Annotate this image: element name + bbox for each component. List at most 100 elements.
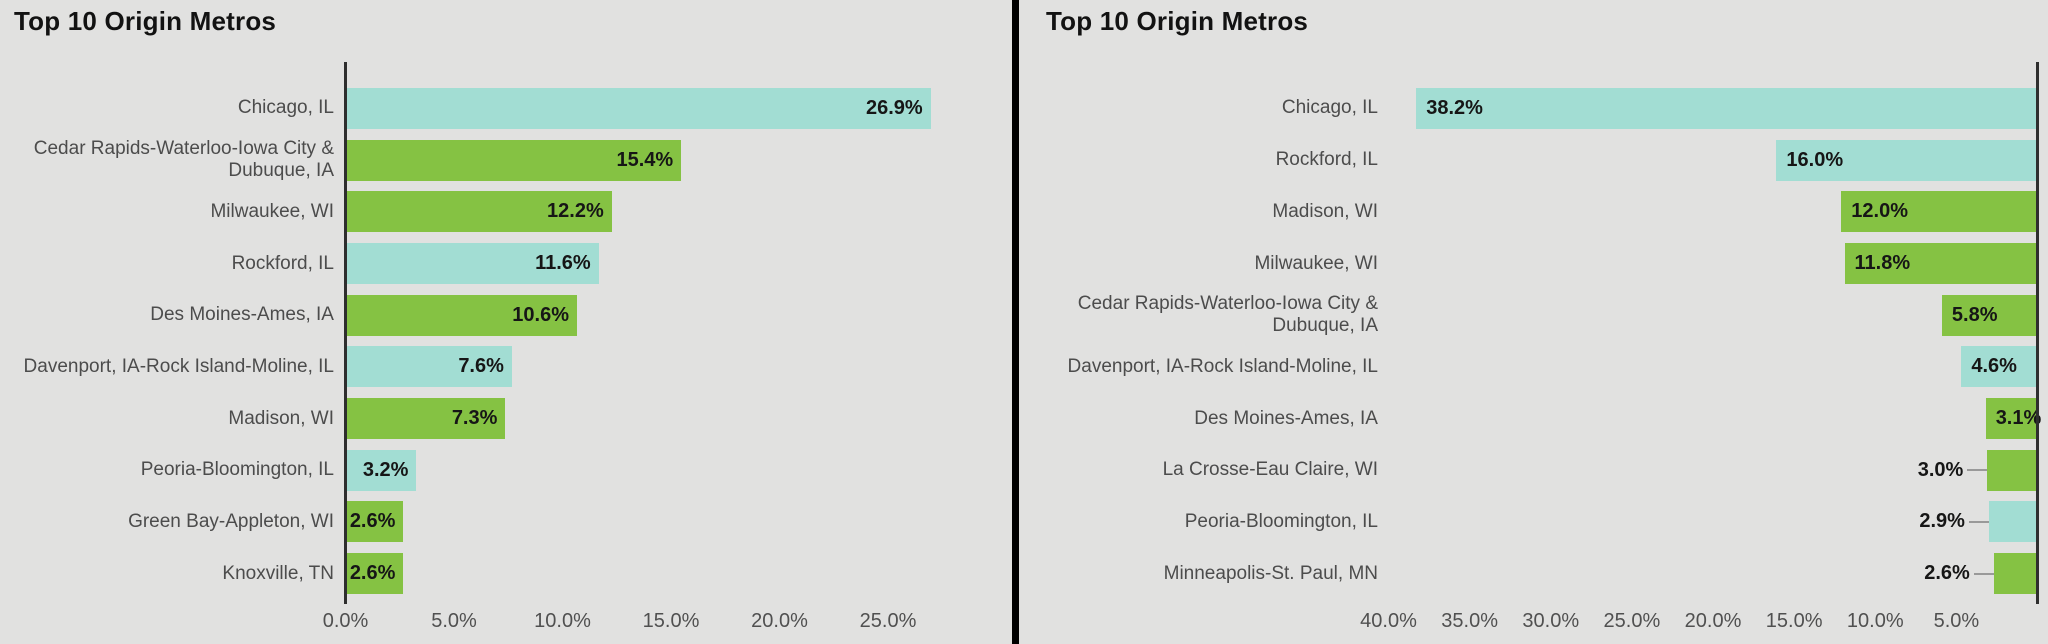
bar-row: Milwaukee, WI 12.2% [0, 186, 1012, 238]
value-label: 3.2% [362, 458, 409, 481]
bar-green[interactable]: 12.0% [1841, 191, 2036, 233]
category-label: Milwaukee, WI [1254, 252, 1378, 274]
bar-teal[interactable]: 38.2% [1416, 87, 2036, 129]
value-label: 12.0% [1851, 200, 1909, 223]
bar-row: Davenport, IA-Rock Island-Moline, IL 7.6% [0, 341, 1012, 393]
bar-row: Davenport, IA-Rock Island-Moline, IL 4.6% [1019, 341, 2048, 393]
bar-row: La Crosse-Eau Claire, WI 3.0% [1019, 444, 2048, 496]
bar-row: Cedar Rapids-Waterloo-Iowa City & Dubuqu… [1019, 289, 2048, 341]
x-axis-tick-label: 20.0% [751, 610, 808, 632]
x-axis-tick-label: 25.0% [1603, 610, 1661, 632]
category-label: Milwaukee, WI [210, 200, 334, 222]
category-label: Chicago, IL [1281, 97, 1378, 119]
category-label: Madison, WI [228, 407, 334, 429]
category-label: Davenport, IA-Rock Island-Moline, IL [1067, 355, 1378, 377]
x-axis-tick-label: 35.0% [1441, 610, 1498, 632]
bar-teal[interactable]: 3.2% [347, 449, 417, 491]
value-label: 11.6% [535, 251, 591, 274]
category-label: Cedar Rapids-Waterloo-Iowa City & Dubuqu… [33, 138, 334, 182]
value-label: 2.6% [1924, 562, 1970, 585]
value-label: 26.9% [866, 96, 923, 119]
bar-green[interactable]: 10.6% [347, 294, 578, 336]
x-axis-tick-label: 30.0% [1522, 610, 1580, 632]
bar-row: Peoria-Bloomington, IL 3.2% [0, 444, 1012, 496]
category-label: Minneapolis-St. Paul, MN [1163, 562, 1378, 584]
bar-row: Minneapolis-St. Paul, MN 2.6% [1019, 548, 2048, 600]
bar-row: Knoxville, TN 2.6% [0, 548, 1012, 600]
bar-row: Green Bay-Appleton, WI 2.6% [0, 496, 1012, 548]
value-label: 5.8% [1951, 303, 1998, 326]
bar-teal[interactable]: 16.0% [1776, 139, 2036, 181]
category-label: Des Moines-Ames, IA [150, 304, 334, 326]
bar-rows: Chicago, IL 26.9% Cedar Rapids-Waterloo-Io… [0, 83, 1012, 600]
bar-green[interactable]: 7.3% [347, 398, 506, 440]
bar-teal[interactable]: 11.6% [347, 242, 599, 284]
left-chart-title: Top 10 Origin Metros [14, 6, 277, 36]
bar-teal[interactable] [1988, 501, 2036, 543]
value-leader-line [1967, 469, 1988, 472]
bar-green[interactable]: 11.8% [1844, 242, 2036, 284]
value-label: 11.8% [1854, 251, 1911, 274]
value-label: 12.2% [547, 200, 604, 223]
bar-green[interactable]: 12.2% [347, 191, 612, 233]
value-label: 15.4% [616, 148, 674, 171]
right-chart-panel: Top 10 Origin Metros Chicago, IL 38.2% Roc… [1019, 0, 2048, 644]
bar-row: Madison, WI 12.0% [1019, 186, 2048, 238]
category-label: Cedar Rapids-Waterloo-Iowa City & Dubuqu… [1077, 293, 1378, 337]
value-label: 38.2% [1426, 96, 1483, 119]
category-label: Rockford, IL [1275, 149, 1378, 171]
category-label: Madison, WI [1272, 200, 1378, 222]
value-label: 2.6% [349, 510, 396, 533]
x-axis-tick-label: 10.0% [534, 610, 591, 632]
bar-row: Peoria-Bloomington, IL 2.9% [1019, 496, 2048, 548]
bar-green[interactable] [1993, 553, 2036, 595]
x-axis-tick-label: 15.0% [1765, 610, 1823, 632]
bar-rows: Chicago, IL 38.2% Rockford, IL 16.0% Madison… [1019, 83, 2048, 600]
x-axis-tick-label: 40.0% [1360, 610, 1417, 632]
value-label: 4.6% [1971, 355, 2017, 378]
value-leader-line [1968, 520, 1989, 523]
value-label: 10.6% [512, 303, 570, 326]
panel-divider [1012, 0, 1019, 644]
x-axis-tick-label: 5.0% [431, 610, 477, 632]
y-axis-line [2036, 62, 2039, 604]
value-label: 3.1% [1995, 407, 2042, 430]
bar-green[interactable]: 2.6% [347, 501, 404, 543]
bar-row: Madison, WI 7.3% [0, 393, 1012, 445]
category-label: Rockford, IL [231, 252, 334, 274]
bar-row: Chicago, IL 38.2% [1019, 83, 2048, 135]
y-axis-line [344, 62, 347, 604]
category-label: Davenport, IA-Rock Island-Moline, IL [23, 355, 334, 377]
category-label: Des Moines-Ames, IA [1194, 407, 1378, 429]
bar-green[interactable]: 15.4% [347, 139, 682, 181]
bar-row: Milwaukee, WI 11.8% [1019, 238, 2048, 290]
bar-row: Rockford, IL 16.0% [1019, 134, 2048, 186]
x-axis-tick-label: 5.0% [1933, 610, 1980, 632]
bar-green[interactable]: 2.6% [347, 553, 404, 595]
category-label: Green Bay-Appleton, WI [128, 510, 334, 532]
bar-row: Chicago, IL 26.9% [0, 83, 1012, 135]
category-label: La Crosse-Eau Claire, WI [1162, 459, 1378, 481]
right-chart-title: Top 10 Origin Metros [1046, 6, 1309, 36]
bar-row: Des Moines-Ames, IA 10.6% [0, 289, 1012, 341]
value-label: 7.6% [458, 355, 504, 378]
bar-green[interactable]: 5.8% [1941, 294, 2036, 336]
bar-green[interactable] [1987, 449, 2036, 491]
bar-row: Des Moines-Ames, IA 3.1% [1019, 393, 2048, 445]
value-label: 2.9% [1919, 510, 1965, 533]
x-axis-tick-label: 0.0% [322, 610, 369, 632]
bar-teal[interactable]: 4.6% [1961, 346, 2036, 388]
bar-green[interactable]: 3.1% [1985, 398, 2041, 440]
x-axis-tick-label: 10.0% [1846, 610, 1904, 632]
bar-teal[interactable]: 7.6% [347, 346, 512, 388]
left-chart-panel: Top 10 Origin Metros Chicago, IL 26.9% Ced… [0, 0, 1012, 644]
x-axis-tick-label: 25.0% [859, 610, 917, 632]
x-axis-tick-label: 15.0% [642, 610, 700, 632]
value-leader-line [1973, 572, 1994, 575]
value-label: 7.3% [451, 407, 498, 430]
bar-teal[interactable]: 26.9% [347, 87, 931, 129]
category-label: Chicago, IL [237, 97, 334, 119]
bar-row: Cedar Rapids-Waterloo-Iowa City & Dubuqu… [0, 134, 1012, 186]
x-axis-tick-label: 20.0% [1684, 610, 1742, 632]
